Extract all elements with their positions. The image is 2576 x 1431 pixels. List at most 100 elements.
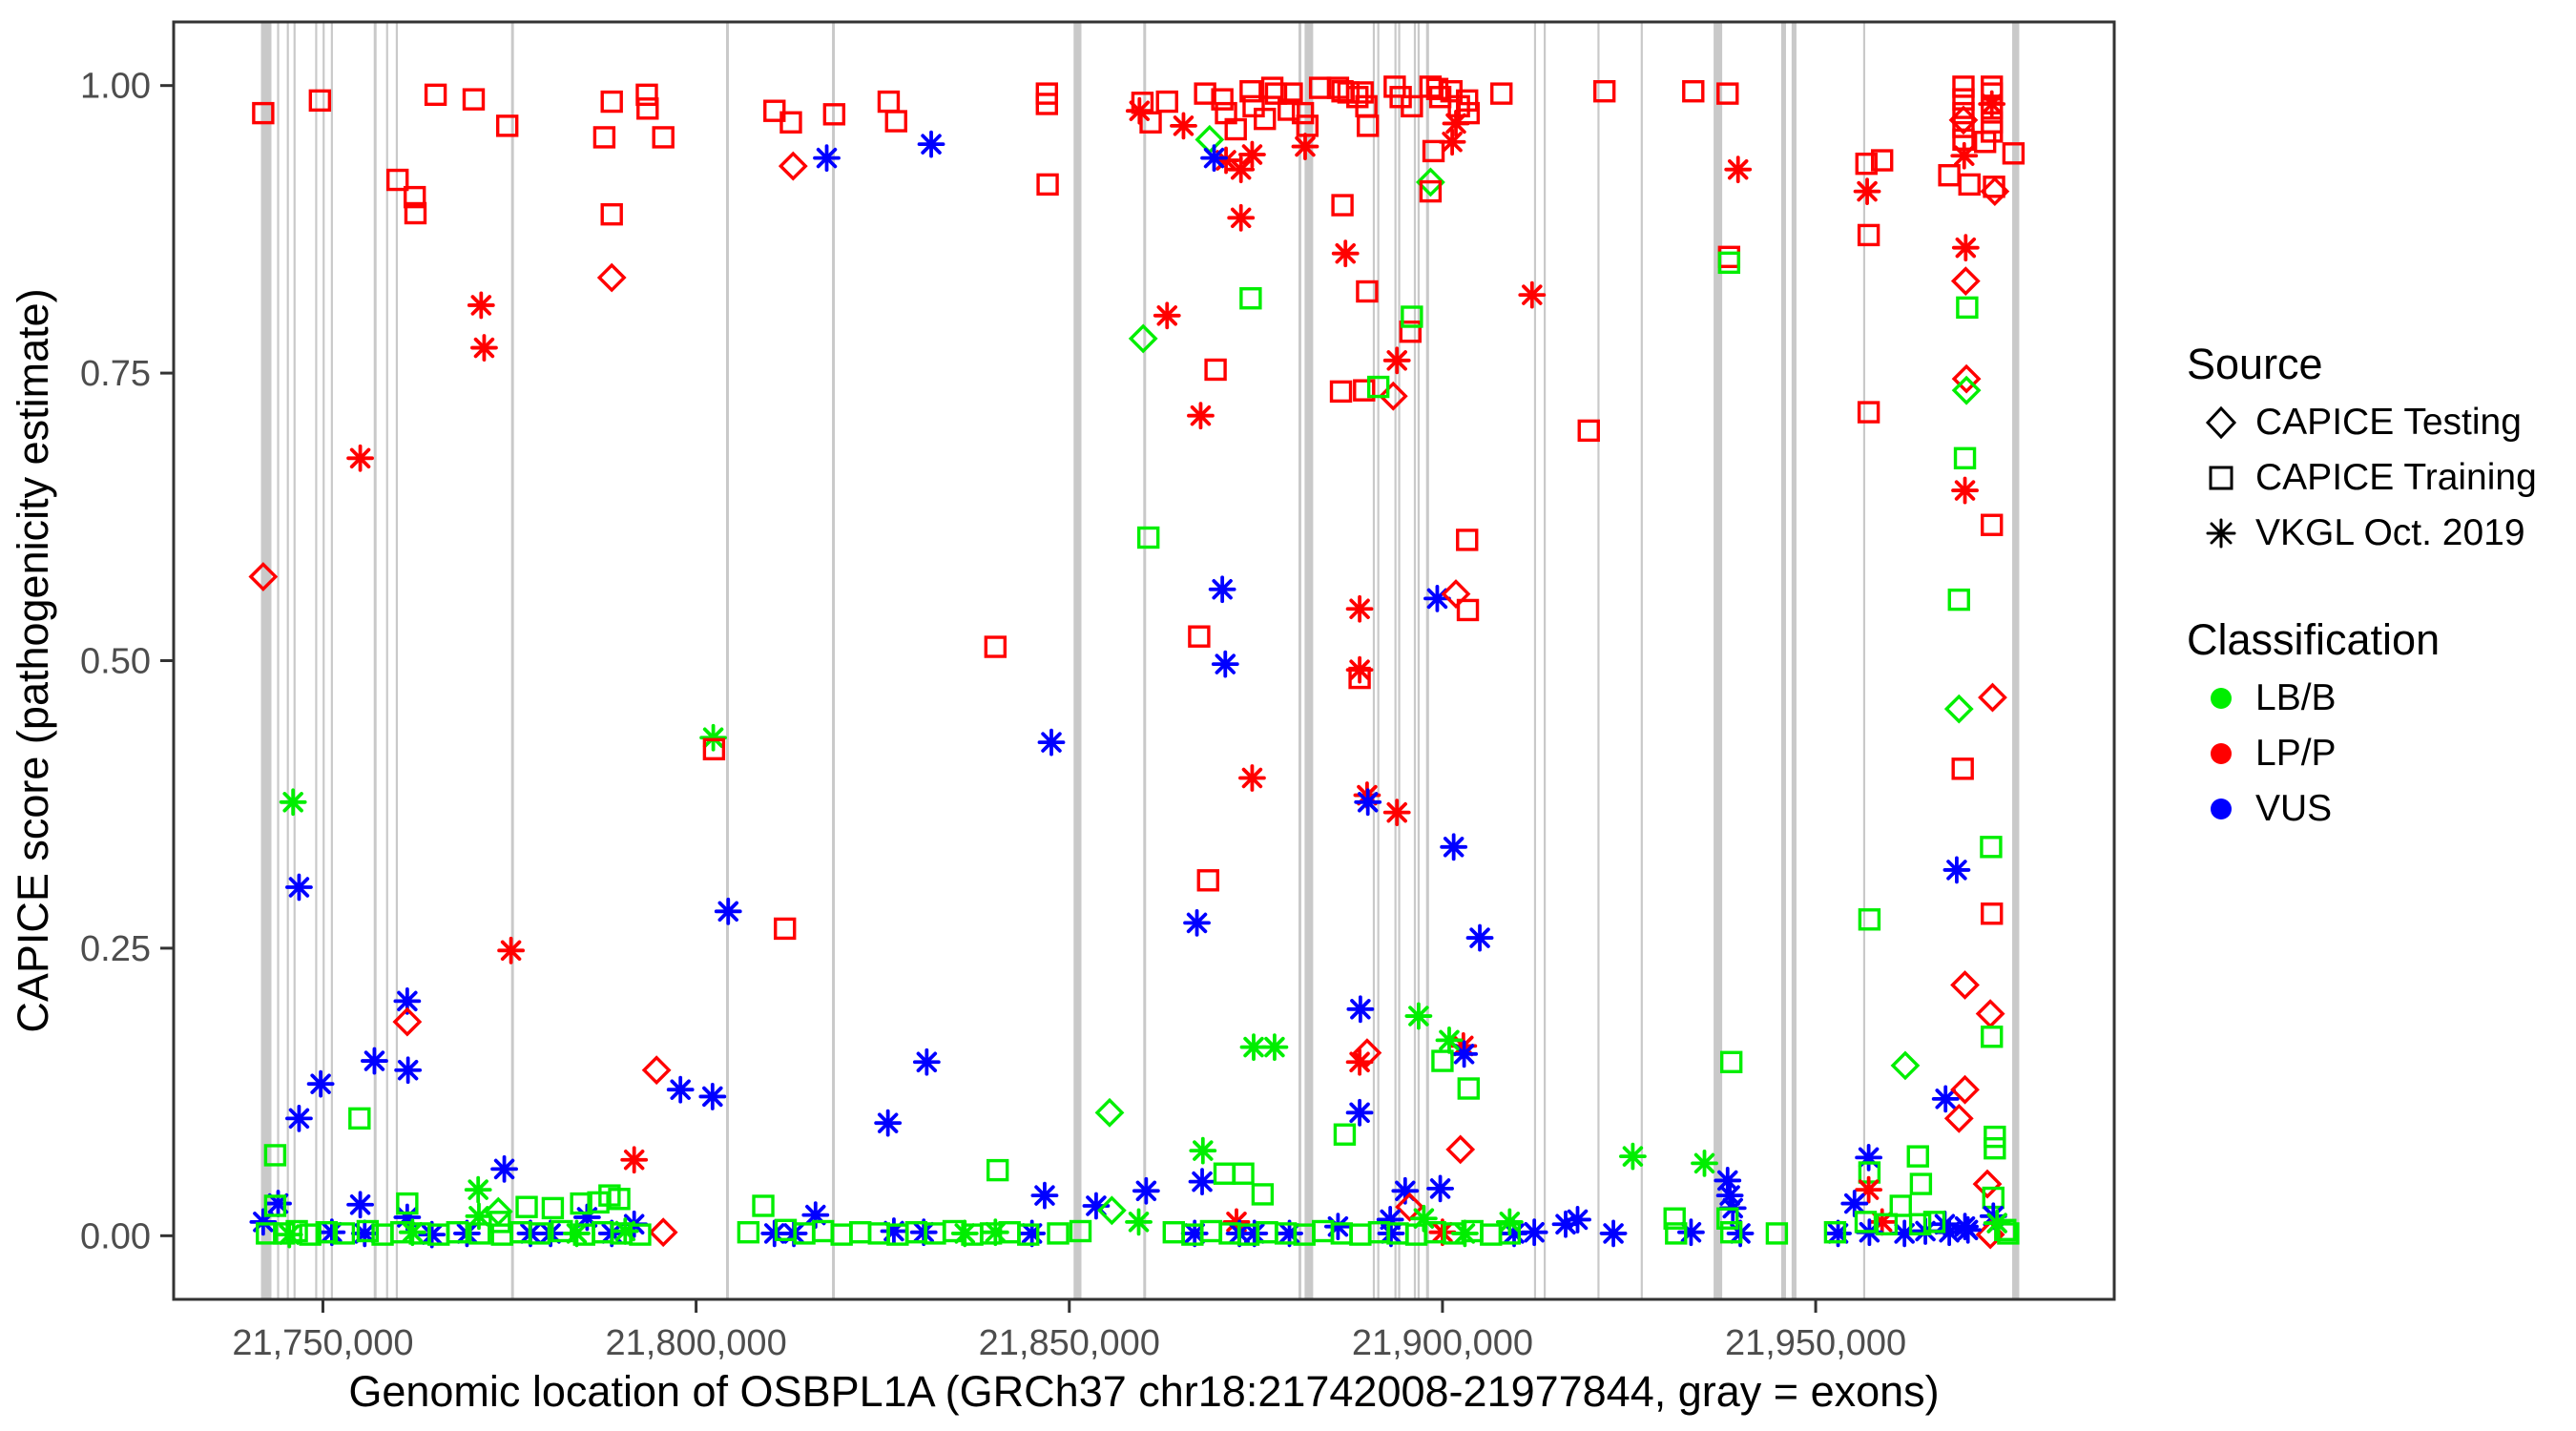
data-point <box>1984 1125 2006 1149</box>
data-point <box>636 97 659 120</box>
data-point <box>1520 1218 1548 1247</box>
data-point <box>332 1222 356 1245</box>
x-tick-label: 21,850,000 <box>979 1323 1160 1363</box>
data-point <box>849 1221 872 1244</box>
exon-bar <box>373 22 377 1299</box>
data-point <box>1855 152 1878 176</box>
square-icon <box>2187 456 2255 500</box>
y-tick-label: 0.00 <box>80 1216 151 1256</box>
data-point <box>1351 81 1374 104</box>
data-point <box>648 1217 678 1248</box>
data-point <box>1465 923 1494 952</box>
data-point <box>1716 1207 1739 1230</box>
data-point <box>249 1208 278 1236</box>
data-point <box>1354 788 1382 817</box>
data-point <box>1132 1176 1160 1205</box>
exon-bar <box>1640 22 1643 1299</box>
data-point <box>1162 1221 1185 1244</box>
data-point <box>1980 176 2010 206</box>
data-point <box>1663 1207 1686 1230</box>
data-point <box>1196 869 1219 892</box>
diamond-icon <box>2187 401 2255 445</box>
x-tick-label: 21,750,000 <box>232 1323 413 1363</box>
data-point <box>424 83 447 107</box>
data-point <box>1716 82 1739 105</box>
data-point <box>1308 76 1332 99</box>
exon-bar <box>1413 22 1417 1299</box>
data-point <box>1442 110 1470 137</box>
data-point <box>1456 89 1479 113</box>
data-point <box>1682 80 1705 103</box>
data-point <box>392 1006 423 1037</box>
data-point <box>1345 1098 1374 1127</box>
data-point <box>1242 94 1265 118</box>
data-point <box>1280 82 1303 105</box>
data-point <box>1952 115 1975 138</box>
data-point <box>1958 173 1981 197</box>
data-point <box>1401 94 1423 118</box>
data-point <box>596 262 627 293</box>
data-point <box>1858 908 1881 931</box>
data-point <box>1291 133 1319 160</box>
data-point <box>1194 82 1216 105</box>
data-point <box>1490 82 1513 105</box>
data-point <box>308 89 332 113</box>
data-point <box>1956 296 1979 320</box>
data-point <box>1717 245 1741 269</box>
data-point <box>1889 1194 1912 1217</box>
data-point <box>1984 1136 2006 1160</box>
data-point <box>1942 856 1971 884</box>
data-point <box>1599 1219 1628 1248</box>
data-point <box>1577 419 1600 443</box>
legend-item-label: VKGL Oct. 2019 <box>2255 512 2525 553</box>
exon-bar <box>315 22 318 1299</box>
data-point <box>1908 1213 1932 1235</box>
data-point <box>587 1191 610 1214</box>
data-point <box>1950 141 1979 170</box>
data-point <box>917 130 945 158</box>
data-point <box>263 1194 287 1217</box>
data-point <box>1356 114 1380 137</box>
data-point <box>1409 1204 1438 1233</box>
data-point <box>1240 1219 1269 1248</box>
data-point <box>348 1107 371 1130</box>
data-point <box>1345 1047 1374 1076</box>
data-point <box>1857 223 1880 247</box>
data-point <box>1973 131 1997 154</box>
data-point <box>1227 156 1256 184</box>
data-point <box>541 1196 565 1220</box>
data-point <box>912 1047 941 1076</box>
data-point <box>1208 575 1236 604</box>
data-point <box>1125 96 1153 125</box>
data-point <box>490 1154 518 1183</box>
y-axis-title: CAPICE score (pathogenicity estimate) <box>9 288 57 1032</box>
data-point <box>1435 1026 1464 1054</box>
data-point <box>1450 1219 1479 1248</box>
data-point <box>398 1218 426 1247</box>
exon-bar <box>1143 22 1147 1299</box>
exon-bar <box>395 22 399 1299</box>
legend-item-capice-testing: CAPICE Testing <box>2187 395 2537 450</box>
data-point <box>1619 1142 1647 1171</box>
data-point <box>1125 1208 1153 1236</box>
data-point <box>874 1109 903 1137</box>
data-point <box>1495 1208 1524 1236</box>
data-point <box>1951 375 1982 405</box>
data-point <box>1440 833 1468 861</box>
exon-bar <box>1304 22 1314 1299</box>
data-point <box>1030 1181 1059 1210</box>
data-point <box>1047 1222 1070 1245</box>
data-point <box>1227 203 1256 232</box>
data-point <box>464 1175 492 1204</box>
legend-classification: Classification LB/B LP/P VUS <box>2187 615 2440 837</box>
data-point <box>528 1222 551 1245</box>
data-point <box>1094 1097 1125 1128</box>
data-point <box>1975 999 2005 1029</box>
data-point <box>1445 1134 1476 1165</box>
data-point <box>385 168 409 192</box>
data-point <box>1382 346 1411 375</box>
legend-item-capice-training: CAPICE Training <box>2187 450 2537 506</box>
data-point <box>285 1104 313 1132</box>
data-point <box>1456 598 1480 622</box>
exon-bar <box>1398 22 1401 1299</box>
